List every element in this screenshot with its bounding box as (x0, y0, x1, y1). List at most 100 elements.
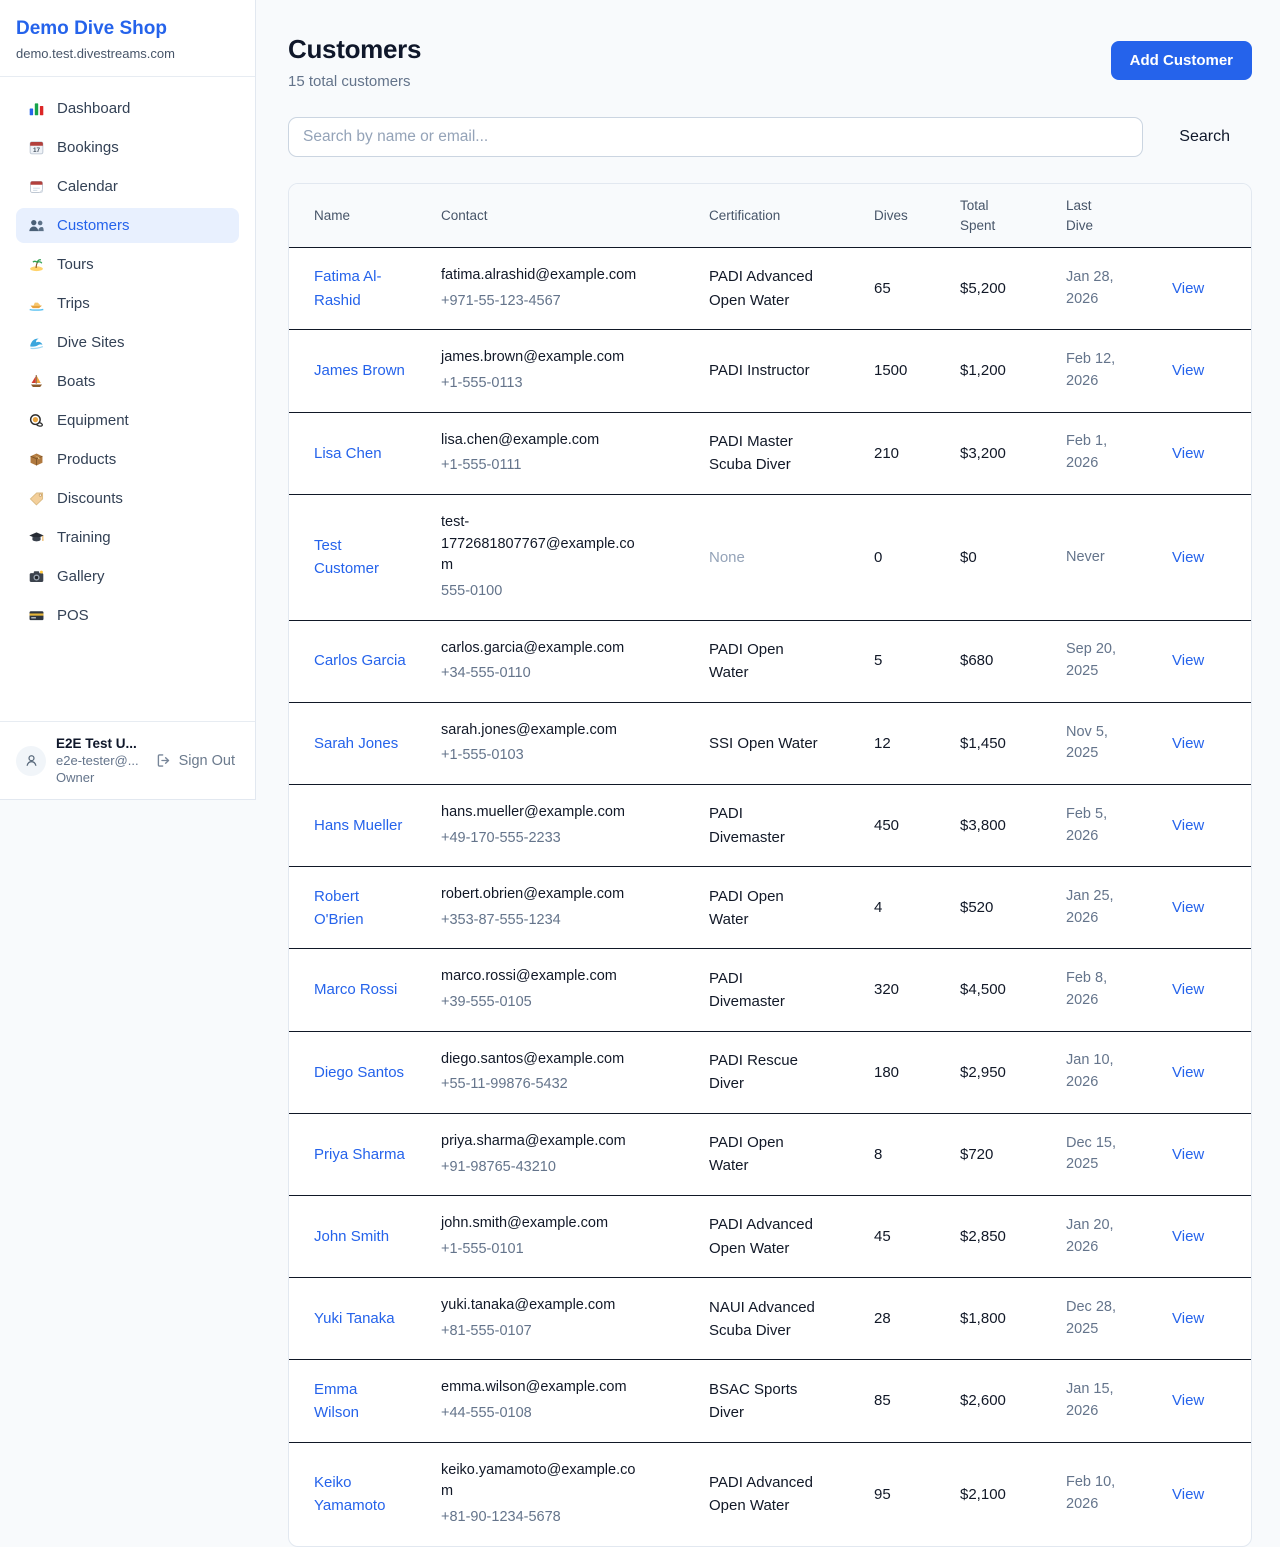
view-link[interactable]: View (1172, 362, 1205, 380)
sidebar-item-customers[interactable]: Customers (16, 208, 239, 243)
total-spent: $0 (960, 548, 977, 566)
view-link[interactable]: View (1172, 1310, 1205, 1328)
search-button[interactable]: Search (1173, 127, 1236, 147)
view-link[interactable]: View (1172, 1145, 1205, 1163)
table-row: Diego Santos diego.santos@example.com +55-… (289, 1031, 1251, 1113)
last-dive-date: Jan 25, 2026 (1066, 888, 1114, 926)
sidebar-item-pos[interactable]: POS (16, 598, 239, 633)
dives-count: 95 (874, 1485, 891, 1503)
dive-mask-icon (28, 412, 45, 429)
sidebar-item-label: Gallery (57, 568, 105, 585)
view-link[interactable]: View (1172, 1063, 1205, 1081)
page-subtitle: 15 total customers (288, 73, 411, 90)
certification: PADI Master Scuba Diver (709, 432, 793, 474)
customer-name-link[interactable]: Test Customer (314, 536, 380, 578)
total-spent: $4,500 (960, 981, 1006, 999)
contact-email: emma.wilson@example.com (441, 1379, 627, 1396)
table-row: Robert O'Brien robert.obrien@example.com +… (289, 866, 1251, 949)
page-header-text: Customers 15 total customers (288, 34, 421, 90)
tear-calendar-icon (28, 178, 45, 195)
customer-name-link[interactable]: Lisa Chen (314, 444, 382, 462)
sidebar-item-label: Discounts (57, 490, 123, 507)
view-link[interactable]: View (1172, 1228, 1205, 1246)
user-email: e2e-tester@... (56, 753, 139, 768)
svg-text:17: 17 (33, 147, 41, 154)
search-input[interactable] (288, 117, 1144, 157)
user-role: Owner (56, 770, 95, 785)
certification: PADI Divemaster (709, 805, 785, 846)
contact-email: sarah.jones@example.com (441, 721, 617, 738)
sidebar-item-label: Equipment (57, 412, 129, 429)
customer-name-link[interactable]: Emma Wilson (314, 1380, 360, 1422)
customers-table: Name Contact Certification Dives Total Spent… (289, 184, 1251, 1546)
sidebar-item-equipment[interactable]: Equipment (16, 403, 239, 438)
total-spent: $520 (960, 899, 994, 917)
sidebar-item-boats[interactable]: Boats (16, 364, 239, 399)
sidebar-item-calendar[interactable]: Calendar (16, 169, 239, 204)
contact-email: carlos.garcia@example.com (441, 639, 625, 656)
sign-out-button[interactable]: Sign Out (149, 751, 241, 770)
last-dive-date: Never (1066, 549, 1105, 566)
customer-name-link[interactable]: Carlos Garcia (314, 652, 406, 670)
sidebar-item-products[interactable]: Products (16, 442, 239, 477)
sidebar-item-training[interactable]: Training (16, 520, 239, 555)
view-link[interactable]: View (1172, 816, 1205, 834)
contact-phone: 555-0100 (441, 583, 503, 600)
sign-out-icon (155, 752, 172, 769)
brand-block: Demo Dive Shop demo.test.divestreams.com (0, 0, 255, 77)
customer-name-link[interactable]: Diego Santos (314, 1063, 405, 1081)
contact-email: fatima.alrashid@example.com (441, 267, 637, 284)
view-link[interactable]: View (1172, 1392, 1205, 1410)
customers-table-card: Name Contact Certification Dives Total Spent… (288, 183, 1252, 1547)
customer-name-link[interactable]: Keiko Yamamoto (314, 1473, 386, 1515)
customer-name-link[interactable]: Priya Sharma (314, 1145, 405, 1163)
view-link[interactable]: View (1172, 734, 1205, 752)
sidebar-item-label: Boats (57, 373, 96, 390)
speedboat-icon (28, 295, 45, 312)
contact-phone: +49-170-555-2233 (441, 829, 561, 846)
dives-count: 85 (874, 1392, 891, 1410)
add-customer-button[interactable]: Add Customer (1110, 41, 1252, 80)
sidebar-item-label: Calendar (57, 178, 118, 195)
certification: PADI Rescue Diver (709, 1051, 798, 1093)
dives-count: 210 (874, 444, 900, 462)
people-icon (28, 217, 45, 234)
customer-name-link[interactable]: Sarah Jones (314, 734, 399, 752)
sidebar-item-dive-sites[interactable]: Dive Sites (16, 325, 239, 360)
view-link[interactable]: View (1172, 444, 1205, 462)
sidebar-item-gallery[interactable]: Gallery (16, 559, 239, 594)
page-header: Customers 15 total customers Add Custome… (288, 34, 1252, 90)
certification: PADI Divemaster (709, 969, 785, 1010)
last-dive-date: Dec 15, 2025 (1066, 1134, 1116, 1173)
view-link[interactable]: View (1172, 652, 1205, 670)
avatar (16, 745, 46, 776)
view-link[interactable]: View (1172, 981, 1205, 999)
sidebar-item-bookings[interactable]: 17 Bookings (16, 130, 239, 165)
dives-count: 320 (874, 981, 900, 999)
customer-name-link[interactable]: Fatima Al-Rashid (314, 268, 382, 309)
table-row: Carlos Garcia carlos.garcia@example.com +3… (289, 620, 1251, 702)
search-row: Search (288, 117, 1252, 157)
total-spent: $720 (960, 1145, 994, 1163)
customer-name-link[interactable]: James Brown (314, 362, 405, 380)
sidebar-item-trips[interactable]: Trips (16, 286, 239, 321)
customer-name-link[interactable]: Hans Mueller (314, 816, 403, 834)
customer-name-link[interactable]: John Smith (314, 1228, 390, 1246)
certification: SSI Open Water (709, 734, 818, 752)
brand-domain: demo.test.divestreams.com (16, 46, 175, 61)
view-link[interactable]: View (1172, 899, 1205, 917)
table-row: Emma Wilson emma.wilson@example.com +44-55… (289, 1359, 1251, 1442)
certification: PADI Advanced Open Water (709, 268, 813, 309)
view-link[interactable]: View (1172, 280, 1205, 298)
sidebar-item-tours[interactable]: Tours (16, 247, 239, 282)
customer-name-link[interactable]: Robert O'Brien (314, 887, 364, 928)
contact-email: keiko.yamamoto@example.com (441, 1461, 636, 1500)
last-dive-date: Feb 10, 2026 (1066, 1474, 1116, 1513)
sidebar-item-discounts[interactable]: Discounts (16, 481, 239, 516)
view-link[interactable]: View (1172, 1485, 1205, 1503)
sidebar-item-dashboard[interactable]: Dashboard (16, 91, 239, 126)
customer-name-link[interactable]: Marco Rossi (314, 981, 398, 999)
customer-name-link[interactable]: Yuki Tanaka (314, 1310, 395, 1328)
island-icon (28, 256, 45, 273)
view-link[interactable]: View (1172, 548, 1205, 566)
